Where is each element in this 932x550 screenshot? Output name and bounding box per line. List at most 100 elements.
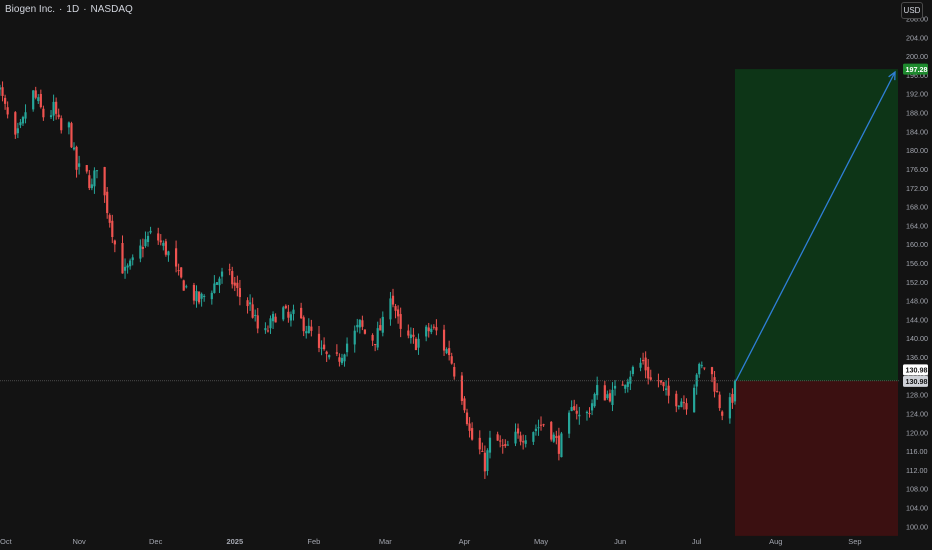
candle [703, 367, 706, 371]
current-price-tag-label: 130.98 [906, 377, 928, 386]
candle-body [246, 300, 249, 307]
candle [60, 115, 63, 134]
candle [397, 305, 400, 324]
candle-body [264, 328, 267, 331]
candle-body [557, 435, 560, 454]
candle-body [106, 191, 109, 214]
candle [213, 275, 216, 294]
candle-body [445, 349, 448, 354]
candle-body [320, 347, 323, 349]
candle-body [662, 382, 665, 387]
candle-body [481, 450, 484, 452]
candle-body [197, 291, 201, 303]
candle [647, 359, 650, 385]
candle [269, 315, 272, 334]
x-tick-label: Sep [848, 537, 861, 546]
candle [460, 372, 464, 405]
candle [338, 353, 341, 367]
candle [220, 267, 224, 284]
candle-body [72, 147, 76, 150]
candle-body [425, 326, 428, 337]
candle-body [340, 357, 344, 364]
candle-body [710, 367, 714, 375]
candle [578, 406, 581, 425]
candle [662, 381, 665, 391]
candle-body [88, 175, 91, 189]
candle [682, 395, 686, 410]
candle-body [407, 330, 410, 336]
candle-body [338, 357, 341, 362]
y-tick-label: 124.00 [906, 409, 928, 418]
candle-body [534, 428, 538, 432]
candle [496, 431, 499, 441]
candle [328, 354, 331, 360]
candle [649, 369, 652, 382]
candle-body [409, 334, 412, 339]
candle-body [430, 328, 433, 333]
candle [539, 416, 543, 431]
candle-body [1, 87, 4, 96]
candle-body [361, 320, 364, 327]
candle [75, 145, 78, 178]
candle [624, 384, 627, 394]
loss-zone [734, 380, 898, 536]
candle-body [483, 452, 486, 472]
candle [522, 434, 525, 450]
y-tick-label: 176.00 [906, 165, 928, 174]
candle-body [450, 356, 453, 364]
candle [445, 347, 448, 355]
candle [197, 291, 201, 305]
candle [570, 400, 573, 412]
candle [613, 380, 617, 396]
x-tick-label: Jul [692, 537, 702, 546]
currency-button[interactable]: USD [901, 2, 923, 19]
candle-body [149, 230, 152, 233]
candle [157, 227, 160, 245]
candle-body [289, 314, 293, 321]
candle-body [52, 101, 55, 116]
candle-body [465, 412, 469, 425]
candle-body [16, 128, 19, 134]
y-tick-label: 104.00 [906, 503, 928, 512]
candle-body [325, 351, 328, 354]
candle-body [427, 327, 430, 332]
candle [42, 105, 45, 121]
y-tick-label: 168.00 [906, 203, 928, 212]
candle-body [317, 333, 321, 348]
candle [34, 86, 37, 100]
candle [228, 263, 231, 276]
candle [70, 121, 73, 148]
candle-body [718, 394, 721, 409]
candle-body [111, 220, 114, 238]
entry-price-tag-box [903, 364, 928, 376]
current-price-tag-box [903, 375, 928, 387]
candle [567, 410, 571, 439]
candle [427, 322, 430, 338]
candle [274, 313, 277, 323]
candle [361, 315, 364, 331]
candle [236, 275, 239, 297]
candle [1, 81, 4, 102]
candle [629, 370, 632, 391]
candle-body [292, 309, 295, 314]
candle-body [560, 433, 563, 458]
candle-body [195, 291, 198, 302]
candle [519, 431, 522, 446]
candle [90, 178, 93, 191]
candle [631, 365, 634, 377]
candle [499, 435, 502, 448]
candle [85, 164, 88, 174]
candle-body [442, 329, 446, 351]
candle [698, 362, 701, 378]
candle [88, 170, 91, 191]
candle [693, 384, 696, 413]
candle-body [677, 405, 680, 407]
candle-body [448, 348, 451, 356]
y-tick-label: 184.00 [906, 127, 928, 136]
candle [215, 282, 219, 285]
candle [95, 170, 99, 179]
candle-body [164, 241, 167, 255]
candle [585, 410, 589, 421]
candle [488, 430, 492, 459]
